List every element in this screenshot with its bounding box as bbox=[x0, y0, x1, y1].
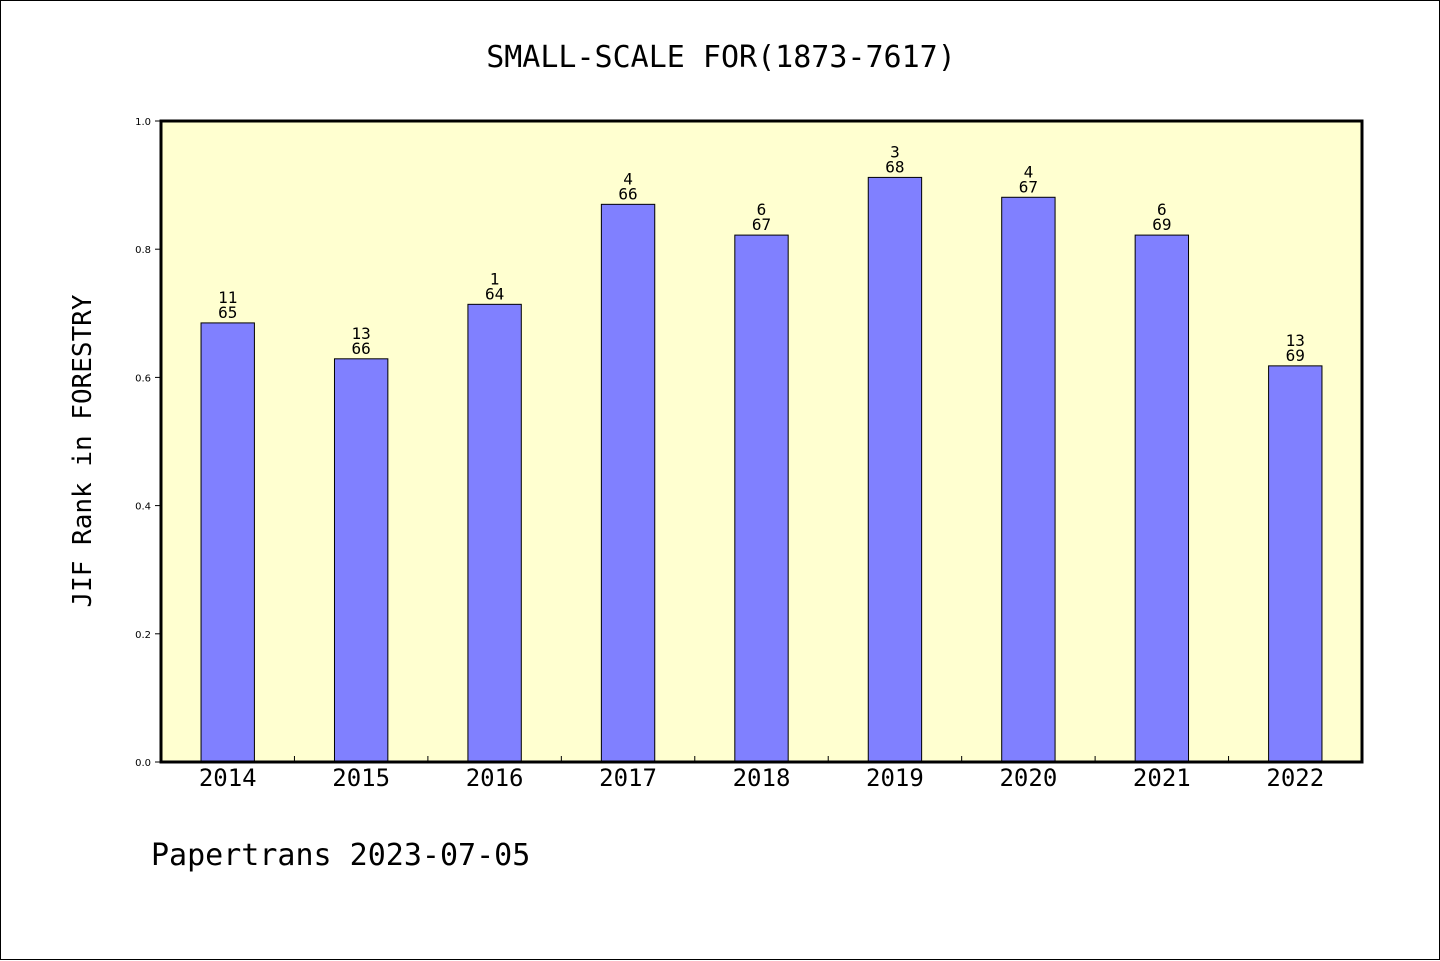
plot-area: 0.00.20.40.60.81.01165201413662015164201… bbox=[135, 117, 1364, 792]
y-axis-label: JIF Rank in FORESTRY bbox=[68, 294, 98, 607]
y-tick-label: 0.8 bbox=[135, 245, 151, 256]
x-tick-label: 2016 bbox=[466, 764, 524, 792]
bar-total-label: 68 bbox=[885, 157, 904, 176]
bar-2014 bbox=[200, 322, 255, 763]
bar-total-label: 66 bbox=[618, 184, 637, 203]
bar-total-label: 67 bbox=[752, 215, 771, 234]
y-tick-label: 0.2 bbox=[135, 630, 151, 641]
bar-rank-label: 3 bbox=[890, 142, 900, 161]
bar-rank-label: 11 bbox=[218, 288, 237, 307]
y-tick-label: 0.0 bbox=[135, 758, 151, 769]
bar-rank-label: 4 bbox=[623, 169, 633, 188]
x-tick-label: 2020 bbox=[999, 764, 1057, 792]
bar-total-label: 66 bbox=[352, 339, 371, 358]
bar-total-label: 69 bbox=[1286, 346, 1305, 365]
chart-title: SMALL-SCALE FOR(1873-7617) bbox=[486, 40, 956, 75]
bar-rank-label: 1 bbox=[490, 269, 500, 288]
plot-border bbox=[159, 119, 1364, 764]
bar-2022 bbox=[1268, 365, 1323, 763]
bar-rank-label: 6 bbox=[757, 200, 767, 219]
bar-2017 bbox=[600, 203, 656, 763]
bar-rank-label: 13 bbox=[1286, 331, 1305, 350]
bar-rank-label: 4 bbox=[1024, 162, 1034, 181]
bar-2015 bbox=[333, 358, 389, 763]
y-tick-label: 1.0 bbox=[135, 117, 151, 128]
x-tick-label: 2022 bbox=[1266, 764, 1324, 792]
bar-rank-label: 6 bbox=[1157, 200, 1167, 219]
bar-2018 bbox=[734, 234, 789, 763]
bar-2016 bbox=[467, 303, 522, 763]
bar-total-label: 67 bbox=[1019, 177, 1038, 196]
bar-total-label: 64 bbox=[485, 284, 504, 303]
y-tick-label: 0.6 bbox=[135, 373, 151, 384]
bar-2020 bbox=[1001, 196, 1056, 763]
x-tick-label: 2019 bbox=[866, 764, 924, 792]
x-tick-label: 2021 bbox=[1133, 764, 1191, 792]
bar-total-label: 65 bbox=[218, 303, 237, 322]
x-tick-label: 2018 bbox=[733, 764, 791, 792]
bar-2021 bbox=[1134, 234, 1190, 763]
bar-2019 bbox=[867, 176, 923, 763]
bar-total-label: 69 bbox=[1152, 215, 1171, 234]
y-tick-label: 0.4 bbox=[135, 502, 151, 513]
bar-rank-label: 13 bbox=[352, 324, 371, 343]
footer-watermark: Papertrans 2023-07-05 bbox=[151, 838, 530, 873]
x-tick-label: 2017 bbox=[599, 764, 657, 792]
x-tick-label: 2015 bbox=[332, 764, 390, 792]
x-tick-label: 2014 bbox=[199, 764, 257, 792]
